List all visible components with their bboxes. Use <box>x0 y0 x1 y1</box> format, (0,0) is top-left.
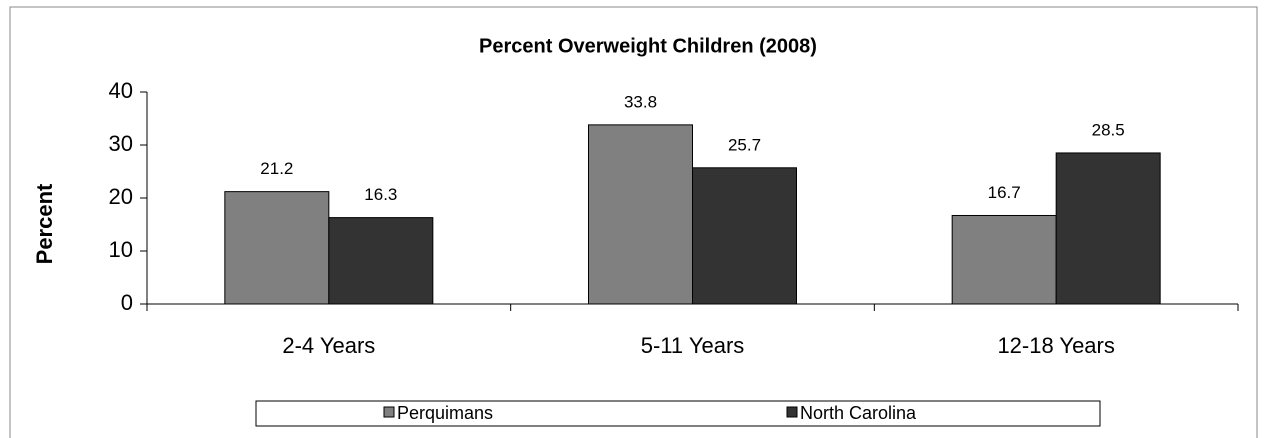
bar <box>692 167 797 305</box>
y-tick-label: 30 <box>109 131 133 156</box>
value-label: 21.2 <box>260 159 293 178</box>
legend-swatch <box>786 406 798 418</box>
value-label: 16.7 <box>988 183 1021 202</box>
bar <box>224 191 330 305</box>
legend-swatch <box>383 406 395 418</box>
y-tick-label: 40 <box>109 78 133 103</box>
value-label: 33.8 <box>624 92 657 111</box>
y-tick-label: 0 <box>121 290 133 315</box>
chart-title: Percent Overweight Children (2008) <box>479 35 817 57</box>
x-tick-label: 2-4 Years <box>282 333 375 358</box>
x-tick-label: 5-11 Years <box>641 333 745 358</box>
legend-label: Perquimans <box>397 403 493 423</box>
legend-label: North Carolina <box>800 403 917 423</box>
value-label: 28.5 <box>1092 120 1125 139</box>
x-tick-label: 12-18 Years <box>997 333 1114 358</box>
y-tick-label: 10 <box>109 237 133 262</box>
value-label: 25.7 <box>728 135 761 154</box>
bar <box>588 124 693 305</box>
y-tick-label: 20 <box>109 184 133 209</box>
legend-box <box>255 400 1101 427</box>
bar <box>1055 152 1161 305</box>
bar <box>328 217 434 305</box>
bar <box>951 214 1057 305</box>
value-label: 16.3 <box>364 185 397 204</box>
y-axis-label: Percent <box>32 183 57 264</box>
